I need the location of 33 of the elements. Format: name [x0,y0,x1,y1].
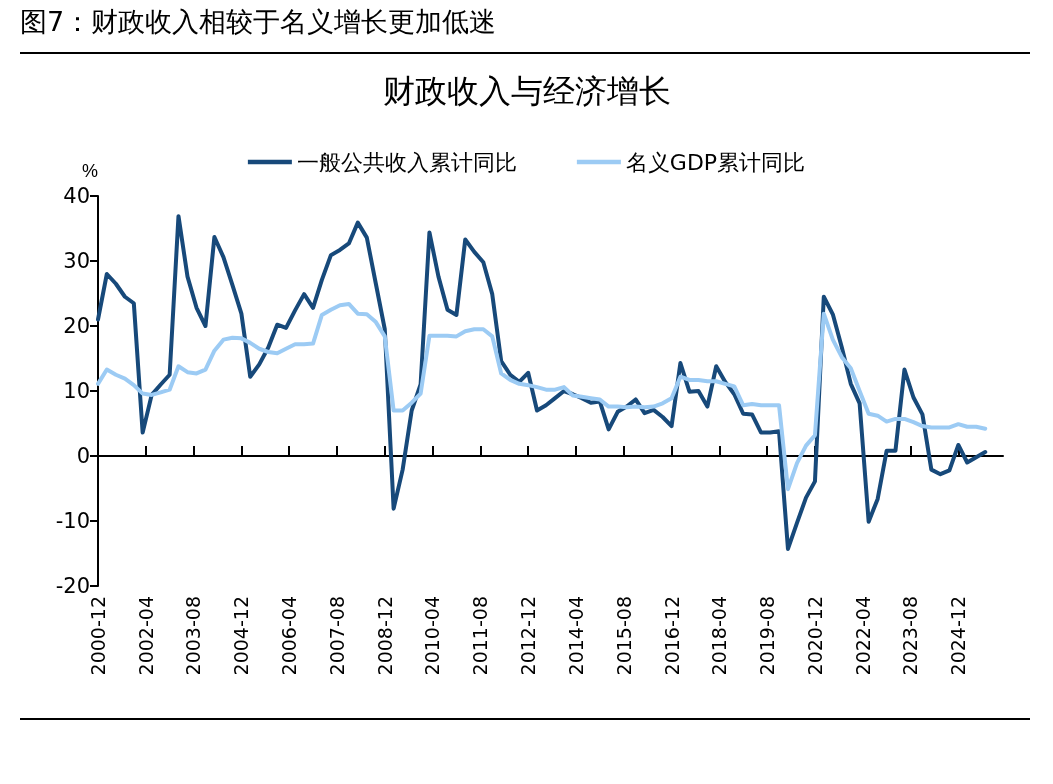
y-tick-label: 30 [63,249,90,273]
x-tick-label: 2018-04 [708,596,731,676]
y-tick-label: -20 [55,574,90,598]
legend-label: 名义GDP累计同比 [625,149,806,175]
y-tick-label: 10 [63,379,90,403]
x-tick-label: 2000-12 [87,596,109,676]
x-tick-label: 2002-04 [134,596,157,676]
x-tick-label: 2015-08 [612,596,635,676]
x-tick-label: 2014-04 [564,596,587,676]
chart-subtitle: 财政收入与经济增长 [382,72,671,110]
x-tick-label: 2016-12 [660,596,683,676]
x-tick-label: 2004-12 [230,596,253,676]
x-tick-label: 2007-08 [325,596,348,676]
x-tick-label: 2008-12 [373,596,396,676]
x-tick-label: 2006-04 [278,596,301,676]
y-tick-label: 20 [63,314,90,338]
legend-label: 一般公共收入累计同比 [296,149,517,175]
y-tick-label: -10 [55,509,90,533]
y-tick-label: 40 [63,184,90,208]
x-tick-label: 2010-04 [421,596,444,676]
x-tick-label: 2012-12 [517,596,540,676]
line-series [96,301,988,492]
x-tick-label: 2019-08 [756,596,779,676]
x-tick-label: 2011-08 [469,596,492,676]
x-tick-label: 2024-12 [947,596,970,676]
x-tick-label: 2022-04 [851,596,874,676]
line-series [96,214,988,551]
x-tick-label: 2020-12 [803,596,826,676]
y-axis-title: % [81,161,98,181]
chart-title: 图7：财政收入相较于名义增长更加低迷 [20,5,497,39]
x-tick-label: 2023-08 [899,596,922,676]
x-tick-label: 2003-08 [182,596,205,676]
y-tick-label: 0 [76,444,90,468]
